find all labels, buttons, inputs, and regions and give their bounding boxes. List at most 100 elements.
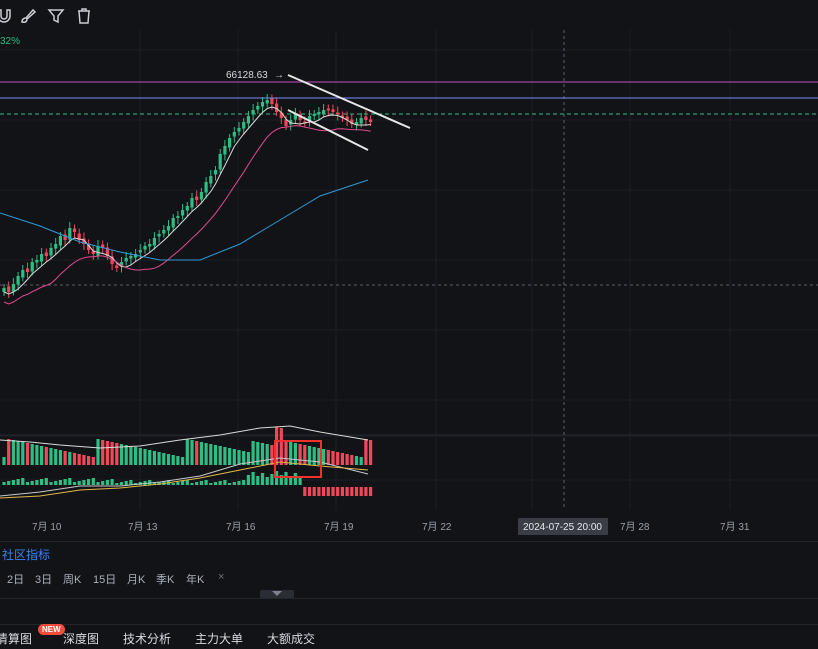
volume-bar	[195, 441, 199, 465]
resize-handle[interactable]	[260, 590, 294, 599]
volume-bar	[138, 448, 142, 465]
close-icon[interactable]: ×	[218, 571, 225, 583]
macd-bar	[72, 482, 77, 485]
candle-body	[237, 128, 241, 132]
volume-bar	[322, 449, 326, 465]
candlestick-chart[interactable]: 32% 66128.63 → 7月 10 7月 13 7月 16 7月 19 7月 22…	[0, 30, 818, 542]
volume-ma-line	[0, 425, 369, 449]
macd-bar	[298, 477, 302, 485]
macd-bar	[246, 475, 250, 485]
volume-bar	[63, 451, 67, 465]
volume-bar	[152, 451, 156, 465]
date-tick: 7月 16	[226, 521, 256, 533]
candle-body	[25, 268, 30, 272]
macd-bar	[251, 472, 255, 485]
candle-body	[30, 262, 34, 272]
volume-bar	[270, 445, 274, 465]
candle-body	[11, 284, 15, 292]
community-indicators-link[interactable]: 社区指标	[2, 548, 51, 562]
volume-bar	[7, 439, 11, 465]
interval-15d[interactable]: 15日	[93, 574, 117, 586]
volume-bar	[199, 442, 203, 465]
volume-bar	[176, 456, 180, 465]
candle-body	[77, 233, 81, 240]
filter-icon[interactable]	[46, 6, 66, 26]
trash-icon[interactable]	[74, 6, 94, 26]
tab-technical-analysis[interactable]: 技术分析	[123, 632, 172, 646]
macd-bar	[204, 480, 208, 485]
volume-bar	[260, 443, 265, 465]
candle-body	[331, 109, 335, 112]
macd-bar	[25, 482, 30, 485]
interval-quarter[interactable]: 季K	[156, 574, 175, 586]
volume-bar	[331, 451, 335, 465]
macd-bar	[317, 487, 321, 496]
candle-body	[96, 246, 100, 256]
candle-body	[129, 256, 133, 259]
tab-depth-chart[interactable]: 深度图	[63, 632, 100, 646]
macd-bar	[68, 478, 72, 485]
macd-bar	[340, 487, 344, 496]
macd-bar	[176, 482, 180, 485]
candle-body	[115, 265, 119, 268]
date-tick: 7月 10	[32, 521, 62, 533]
change-percent: 32%	[0, 36, 20, 47]
interval-2d[interactable]: 2日	[7, 574, 25, 586]
macd-bar	[279, 475, 283, 485]
volume-bar	[345, 454, 349, 465]
candle-body	[275, 103, 279, 112]
brush-icon[interactable]	[18, 6, 38, 26]
candle-body	[54, 244, 58, 249]
candle-body	[223, 146, 227, 155]
date-axis: 7月 10 7月 13 7月 16 7月 19 7月 22 7月 28 7月 31	[32, 521, 750, 533]
macd-bar	[157, 482, 161, 485]
volume-bar	[49, 448, 53, 465]
macd-bar	[354, 487, 359, 496]
volume-bars	[0, 425, 373, 465]
candle-body	[87, 243, 91, 250]
candle-body	[307, 116, 312, 121]
macd-bar	[185, 480, 189, 485]
macd-bar	[322, 487, 326, 496]
tab-whale-orders[interactable]: 主力大单	[195, 632, 244, 646]
magnet-icon[interactable]	[0, 6, 16, 26]
macd-histogram	[0, 457, 373, 499]
candle-body	[209, 176, 213, 184]
interval-month[interactable]: 月K	[127, 574, 146, 586]
volume-bar	[204, 443, 208, 465]
volume-bar	[124, 445, 128, 465]
macd-bar	[152, 483, 156, 485]
candle-body	[326, 108, 330, 111]
candle-body	[256, 106, 260, 110]
date-tick: 7月 13	[128, 521, 158, 533]
candle-body	[7, 286, 11, 292]
macd-bar	[115, 483, 119, 485]
tab-large-trades[interactable]: 大额成交	[267, 632, 316, 646]
candle-body	[110, 256, 114, 264]
macd-dea-line	[0, 461, 369, 499]
macd-bar	[199, 481, 203, 485]
macd-bar	[369, 487, 373, 496]
arrow-right-icon: →	[274, 70, 284, 81]
macd-bar	[312, 487, 316, 496]
volume-bar	[369, 440, 373, 465]
volume-bar	[251, 441, 255, 465]
volume-bar	[44, 447, 48, 465]
candle-body	[68, 228, 72, 240]
interval-year[interactable]: 年K	[186, 574, 205, 586]
interval-3d[interactable]: 3日	[35, 574, 53, 586]
candle-body	[317, 112, 321, 115]
candle-body	[166, 226, 171, 231]
macd-bar	[303, 487, 307, 496]
volume-bar	[242, 451, 246, 465]
tab-liquidation-map[interactable]: 清算图	[0, 632, 33, 646]
volume-bar	[16, 441, 20, 465]
candle-body	[63, 234, 67, 240]
candle-body	[143, 246, 147, 250]
interval-week[interactable]: 周K	[63, 574, 82, 586]
macd-bar	[16, 479, 20, 485]
macd-bar	[209, 483, 213, 485]
volume-bar	[350, 455, 354, 465]
macd-bar	[87, 479, 91, 485]
trend-channel	[287, 74, 411, 151]
